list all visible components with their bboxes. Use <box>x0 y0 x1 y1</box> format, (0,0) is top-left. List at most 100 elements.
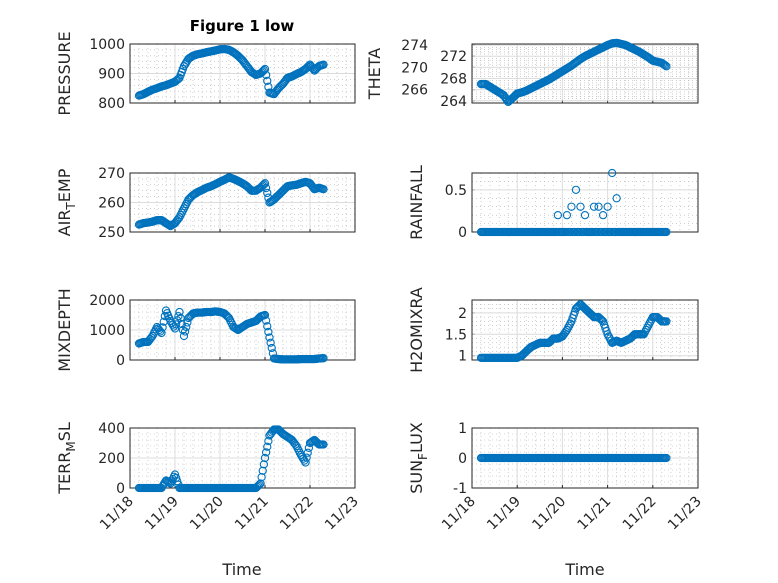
y-tick-label: 1.5 <box>445 327 467 343</box>
data-point <box>183 318 192 327</box>
data-point <box>659 60 669 69</box>
data-point <box>260 310 270 320</box>
data-point <box>571 185 581 195</box>
axes-box <box>471 172 699 233</box>
data-point <box>594 202 603 211</box>
subplot-h2omixra: 1 1.5 2 H2OMIXRA <box>407 287 699 373</box>
axes-box <box>471 43 699 104</box>
x-tick-label: 11/20 <box>187 494 227 534</box>
data-point <box>603 202 612 211</box>
x-tick-label: 11/19 <box>484 494 524 534</box>
data-point <box>260 179 270 188</box>
y-tick-label: 268 <box>440 72 467 88</box>
data-point <box>169 322 179 331</box>
x-axis-label-left: Time <box>221 560 261 579</box>
y-axis-label: PRESSURE <box>55 31 74 115</box>
data-point <box>303 62 312 72</box>
x-tick-label: 11/18 <box>97 494 137 534</box>
data-point <box>259 66 269 75</box>
y-tick-label: 264 <box>440 94 467 110</box>
data-point <box>158 323 167 332</box>
data-point <box>176 313 185 323</box>
y-tick-label: 200 <box>98 451 125 467</box>
data-point <box>255 480 264 489</box>
y-tick-label: 260 <box>98 196 125 212</box>
data-point <box>174 311 183 321</box>
subplot-sun-flux: 11/18 11/19 11/20 11/21 11/22 11/23 -1 0 1 SUNFLU… <box>407 421 705 533</box>
y-tick-label: 400 <box>98 421 125 437</box>
y-tick-label: 0 <box>116 353 125 369</box>
axes-box <box>129 172 356 233</box>
data-point <box>266 338 275 347</box>
subplot-rainfall: 0 0.5 RAINFALL <box>407 165 699 241</box>
data-point <box>562 210 572 220</box>
data-point <box>263 76 272 86</box>
data-point <box>256 479 265 488</box>
data-point <box>302 453 311 462</box>
axes-box <box>129 43 356 104</box>
data-point <box>263 322 272 331</box>
data-point <box>612 194 621 203</box>
x-tick-label: 11/22 <box>620 494 660 534</box>
figure-title: Figure 1 low <box>190 17 295 35</box>
y-tick-label: 0 <box>458 225 467 241</box>
data-point <box>598 210 608 220</box>
subplot-mixdepth: 0 1000 2000 MIXDEPTH <box>55 288 356 372</box>
data-point <box>319 440 328 449</box>
y-tick-label: 270 <box>401 60 428 76</box>
subplot-terr-msl: 11/18 11/19 11/20 11/21 11/22 11/23 0 200 400 TER… <box>55 421 362 533</box>
y-axis-label: MIXDEPTH <box>55 288 74 371</box>
x-tick-label: 11/23 <box>322 494 362 534</box>
data-point <box>175 307 184 317</box>
data-point <box>319 185 328 194</box>
y-tick-label: 272 <box>440 49 467 65</box>
y-tick-label: 0.5 <box>445 183 467 199</box>
data-point <box>261 316 271 325</box>
data-point <box>319 60 328 69</box>
data-point <box>259 460 269 469</box>
y-axis-label: AIRTEMP <box>55 168 78 236</box>
subplot-pressure: 800 900 1000 PRESSURE <box>55 31 356 116</box>
data-point <box>580 210 590 220</box>
x-tick-label: 11/21 <box>232 494 272 534</box>
data-point <box>264 436 273 446</box>
data-point <box>260 453 270 463</box>
y-axis-label: H2OMIXRA <box>407 287 426 373</box>
y-tick-label: 900 <box>98 67 125 83</box>
x-tick-label: 11/18 <box>439 494 479 534</box>
y-tick-label: 1000 <box>89 37 125 53</box>
y-tick-label: 0 <box>458 451 467 467</box>
data-point <box>258 466 267 475</box>
data-point <box>263 442 272 451</box>
axes-box <box>471 299 699 361</box>
y-tick-label: 800 <box>98 96 125 112</box>
data-point <box>165 221 174 230</box>
y-tick-label: 266 <box>401 83 428 99</box>
y-tick-label: 270 <box>98 166 125 182</box>
data-point <box>264 327 273 337</box>
data-point <box>303 448 312 457</box>
data-point <box>597 316 607 325</box>
data-point <box>261 448 271 457</box>
data-point <box>232 325 242 334</box>
data-point <box>662 453 671 463</box>
data-point <box>182 322 191 332</box>
y-tick-label: 1 <box>458 349 467 365</box>
y-axis-label: RAINFALL <box>407 165 426 240</box>
y-tick-label: 1000 <box>89 323 125 339</box>
data-point <box>170 324 180 333</box>
data-point <box>661 61 670 70</box>
data-point <box>607 168 617 178</box>
data-point <box>260 64 270 74</box>
data-point <box>553 210 563 220</box>
x-tick-label: 11/19 <box>142 494 182 534</box>
data-point <box>662 317 671 326</box>
data-point <box>156 327 165 336</box>
data-point <box>257 472 266 482</box>
data-point <box>662 227 671 237</box>
data-point <box>319 354 328 363</box>
y-tick-label: -1 <box>453 481 467 497</box>
y-axis-label: THETA <box>365 48 384 100</box>
